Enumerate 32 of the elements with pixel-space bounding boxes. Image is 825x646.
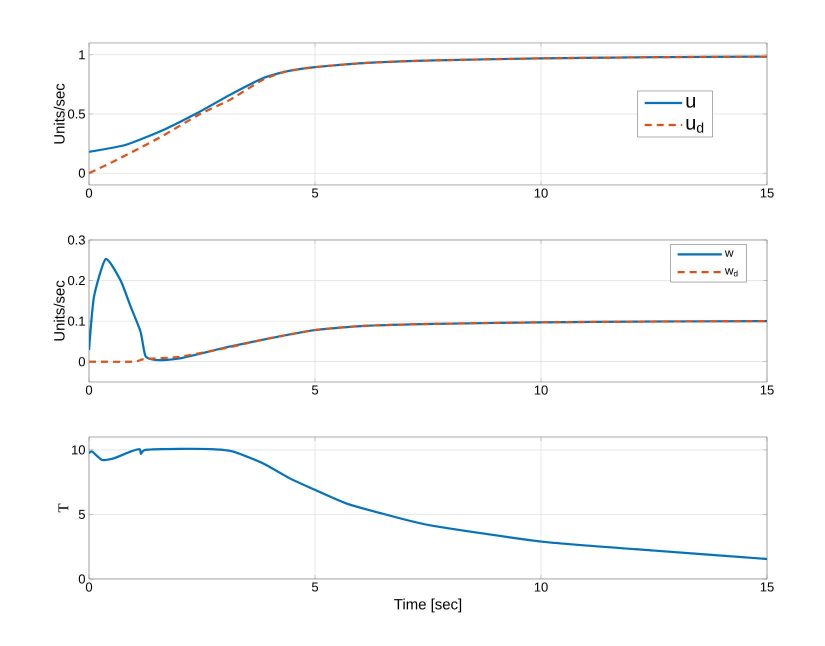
x-tick-label: 0	[86, 386, 92, 395]
y-tick-label: 10	[72, 445, 85, 454]
line-series	[89, 320, 768, 363]
y-tick-label: 0.3	[68, 235, 85, 245]
y-tick-label: 0.1	[68, 316, 85, 326]
y-tick-label: 0	[78, 168, 85, 178]
legend-label: u	[686, 96, 695, 108]
x-tick-label: 10	[534, 386, 548, 395]
line-series	[89, 448, 768, 560]
legend-label: w$_{d}$	[724, 268, 738, 276]
y-axis-title: T	[58, 504, 68, 512]
legend-label: w	[724, 250, 734, 257]
y-tick-label: 0	[78, 357, 85, 366]
x-tick-label: 10	[534, 188, 548, 198]
x-axis-title: Time [sec]	[394, 598, 462, 612]
y-tick-label: 0.5	[68, 109, 85, 119]
y-axis-title: Units/sec	[54, 84, 65, 144]
x-tick-label: 15	[760, 582, 774, 592]
x-tick-label: 15	[760, 188, 774, 198]
x-tick-label: 0	[86, 188, 92, 198]
x-tick-label: 15	[760, 386, 774, 395]
x-tick-label: 5	[312, 582, 318, 592]
x-tick-label: 0	[86, 582, 92, 592]
y-tick-label: 0.2	[68, 276, 85, 286]
x-tick-label: 5	[312, 386, 318, 395]
y-tick-label: 1	[79, 50, 85, 60]
y-axis-title: Units/sec	[54, 280, 65, 341]
y-tick-label: 5	[78, 510, 85, 519]
y-tick-label: 0	[78, 574, 85, 584]
legend-label: u$_{d}$	[686, 118, 704, 133]
x-tick-label: 5	[312, 188, 318, 198]
x-tick-label: 10	[534, 582, 548, 592]
